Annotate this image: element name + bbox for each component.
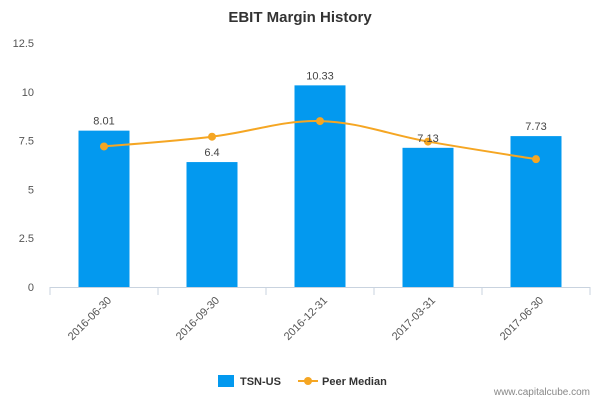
- credit-text: www.capitalcube.com: [493, 387, 590, 398]
- bar-data-label: 6.4: [204, 147, 219, 159]
- y-tick-label: 10: [22, 87, 34, 99]
- bar-data-label: 10.33: [306, 70, 334, 82]
- chart-title: EBIT Margin History: [228, 9, 372, 26]
- x-tick-label: 2016-06-30: [66, 295, 114, 343]
- legend-label-tsn: TSN-US: [240, 376, 281, 388]
- bar: [402, 147, 454, 287]
- bar-data-label: 8.01: [93, 116, 114, 128]
- legend-swatch-tsn: [218, 375, 234, 387]
- legend-label-peer: Peer Median: [322, 376, 387, 388]
- y-tick-label: 0: [28, 282, 34, 294]
- peer-median-point: [424, 137, 432, 146]
- bar-series: [78, 85, 562, 287]
- peer-median-point: [316, 117, 324, 126]
- peer-median-point: [532, 155, 540, 164]
- bar-data-label: 7.73: [525, 121, 546, 133]
- bar: [294, 85, 346, 287]
- bar: [78, 130, 130, 287]
- peer-median-series: [100, 117, 540, 164]
- y-tick-label: 7.5: [19, 136, 34, 148]
- bar-data-label: 7.13: [417, 133, 438, 145]
- x-tick-label: 2016-09-30: [174, 295, 222, 343]
- peer-median-point: [100, 142, 108, 151]
- peer-median-point: [208, 132, 216, 141]
- x-tick-label: 2017-06-30: [498, 295, 546, 343]
- bar: [186, 162, 238, 287]
- x-tick-label: 2016-12-31: [282, 295, 330, 343]
- x-axis: 2016-06-30 2016-09-30 2016-12-31 2017-03-31…: [49, 287, 591, 343]
- x-tick-label: 2017-03-31: [390, 295, 438, 343]
- legend-marker-peer: [304, 377, 312, 385]
- y-tick-label: 5: [28, 184, 34, 196]
- y-tick-label: 2.5: [19, 233, 34, 245]
- y-axis: 0 2.5 5 7.5 10 12.5: [13, 38, 34, 294]
- legend[interactable]: TSN-US Peer Median: [218, 375, 387, 388]
- y-tick-label: 12.5: [13, 38, 34, 50]
